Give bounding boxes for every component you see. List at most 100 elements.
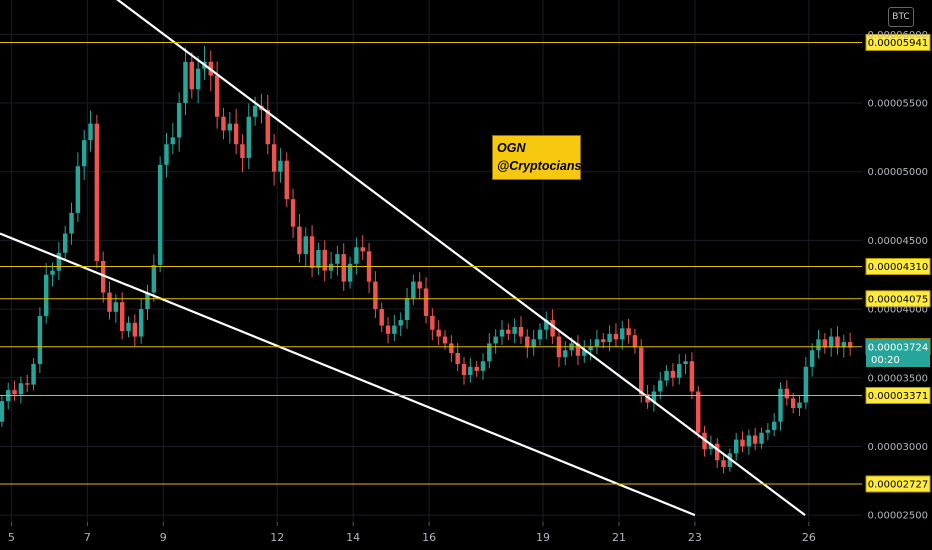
candle-body — [284, 160, 289, 200]
candle-body — [385, 325, 391, 334]
candle-body — [100, 261, 106, 293]
candle-body — [468, 366, 473, 376]
candle-body — [727, 453, 733, 468]
candle-body — [613, 333, 619, 340]
candle-body — [803, 366, 809, 403]
candle-body — [62, 233, 68, 253]
candle-body — [601, 339, 606, 343]
candle-body — [449, 343, 454, 354]
candle-body — [809, 350, 815, 367]
candle-body — [189, 61, 195, 90]
annotation-symbol: OGN — [497, 141, 526, 155]
candle-body — [506, 329, 511, 334]
candle-body — [246, 116, 251, 158]
candle-body — [37, 315, 43, 365]
candle-body — [626, 328, 631, 336]
candle-body — [360, 247, 365, 252]
candle-body — [423, 288, 429, 316]
candle-body — [493, 336, 498, 344]
x-tick-label: 23 — [688, 531, 702, 544]
candle-body — [31, 364, 36, 385]
candle-body — [271, 144, 277, 172]
candle-body — [107, 292, 112, 312]
candle-body — [398, 320, 403, 326]
x-tick-label: 14 — [346, 531, 360, 544]
candle-body — [12, 390, 17, 395]
candle-body — [480, 361, 486, 371]
candle-body — [322, 250, 327, 271]
candle-body — [170, 137, 176, 145]
candle-body — [550, 320, 555, 337]
candle-body — [765, 429, 771, 433]
candle-body — [664, 370, 669, 381]
x-tick-label: 16 — [422, 531, 436, 544]
candle-body — [316, 250, 321, 268]
candle-body — [126, 322, 131, 332]
grid-layer — [0, 0, 862, 522]
candle-body — [328, 263, 334, 271]
candle-body — [828, 336, 834, 348]
candle-body — [752, 435, 758, 444]
candle-body — [721, 460, 726, 468]
candle-layer — [0, 45, 853, 474]
candle-body — [354, 247, 359, 264]
candle-body — [708, 443, 714, 450]
level-label: 0.00002727 — [868, 479, 928, 490]
candle-body — [588, 346, 593, 351]
y-tick-label: 0.00004000 — [868, 305, 928, 316]
candle-body — [417, 281, 422, 289]
candle-body — [119, 302, 125, 332]
annotation-handle: @Cryptocians — [497, 159, 582, 173]
candle-body — [69, 212, 74, 234]
candle-body — [309, 236, 315, 268]
candle-body — [176, 103, 182, 138]
candle-body — [252, 105, 258, 117]
candle-body — [94, 123, 100, 261]
candle-body — [75, 166, 81, 213]
candle-body — [297, 226, 302, 255]
candle-body — [455, 353, 460, 365]
candle-body — [0, 401, 5, 422]
candle-body — [607, 333, 612, 343]
candle-body — [784, 388, 790, 399]
candle-body — [696, 391, 701, 433]
chart-annotation: OGN @Cryptocians — [492, 135, 581, 180]
y-tick-label: 0.00003500 — [868, 373, 928, 384]
candle-body — [50, 270, 55, 275]
candle-body — [670, 370, 676, 378]
level-label: 0.00005941 — [868, 38, 928, 49]
level-label-box — [865, 290, 931, 308]
candle-body — [214, 75, 220, 117]
candle-body — [195, 68, 201, 90]
level-label: 0.00004310 — [868, 262, 928, 273]
candle-body — [461, 364, 467, 376]
candle-body — [411, 281, 416, 299]
level-label: 0.00003371 — [868, 391, 928, 402]
candle-body — [132, 322, 138, 337]
currency-button[interactable]: BTC — [888, 7, 914, 27]
candle-body — [290, 199, 296, 227]
candle-body — [582, 350, 587, 356]
candle-body — [512, 326, 517, 334]
level-label-box — [865, 257, 931, 275]
candle-body — [430, 315, 435, 330]
candle-body — [442, 336, 448, 344]
candle-body — [43, 274, 49, 316]
x-tick-label: 21 — [612, 531, 626, 544]
candle-body — [658, 380, 663, 392]
candle-body — [151, 265, 157, 293]
y-tick-label: 0.00002500 — [868, 511, 928, 522]
candle-body — [436, 329, 441, 337]
candle-body — [347, 263, 353, 282]
candle-body — [221, 116, 226, 131]
candle-body — [113, 302, 119, 312]
candle-body — [841, 342, 847, 348]
candle-body — [265, 109, 270, 145]
candle-body — [183, 61, 188, 104]
candle-body — [575, 343, 581, 356]
y-tick-label: 0.00005500 — [868, 99, 928, 110]
candle-body — [341, 254, 346, 282]
candle-body — [392, 325, 397, 334]
y-tick-label: 0.00003000 — [868, 442, 928, 453]
